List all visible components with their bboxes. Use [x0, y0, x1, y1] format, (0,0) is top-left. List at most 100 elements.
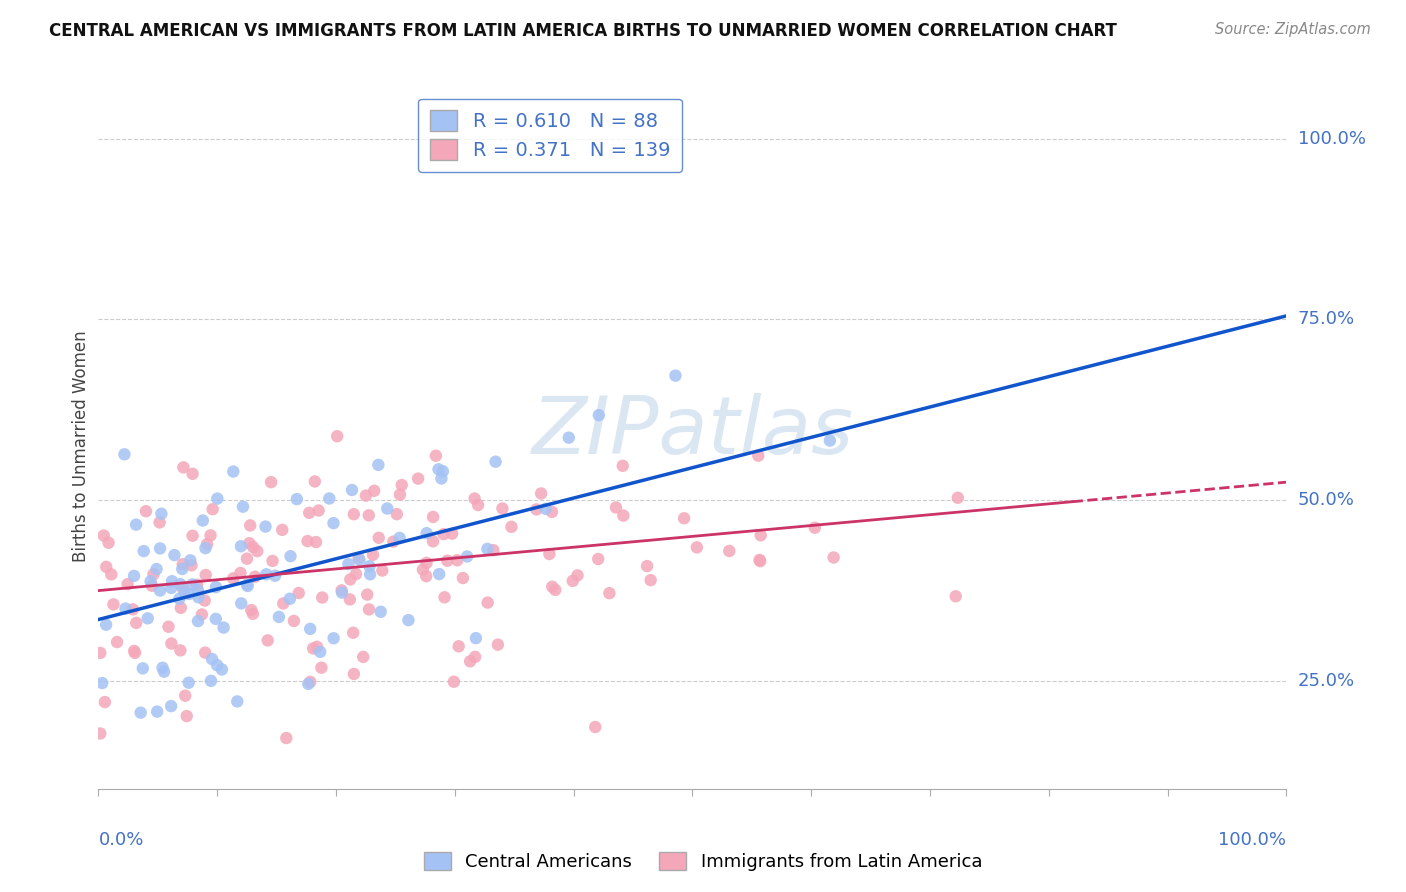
- Point: [544, 582, 567, 597]
- Point: [100, 567, 122, 582]
- Point: [422, 534, 444, 549]
- Point: [558, 431, 581, 445]
- Point: [482, 543, 505, 558]
- Point: [89, 726, 111, 740]
- Point: [169, 591, 191, 606]
- Point: [446, 553, 468, 567]
- Point: [186, 578, 208, 592]
- Point: [132, 661, 155, 675]
- Point: [187, 614, 209, 628]
- Point: [152, 661, 174, 675]
- Point: [367, 531, 389, 545]
- Point: [339, 573, 361, 587]
- Point: [142, 567, 165, 582]
- Point: [447, 640, 470, 654]
- Point: [356, 588, 378, 602]
- Point: [640, 573, 662, 587]
- Point: [357, 602, 380, 616]
- Point: [385, 507, 408, 521]
- Point: [200, 528, 222, 542]
- Point: [343, 667, 366, 681]
- Point: [141, 579, 163, 593]
- Point: [501, 520, 523, 534]
- Point: [425, 449, 447, 463]
- Point: [486, 638, 509, 652]
- Point: [396, 613, 419, 627]
- Point: [172, 581, 194, 595]
- Point: [305, 640, 328, 654]
- Point: [254, 519, 277, 533]
- Point: [122, 602, 145, 616]
- Text: 100.0%: 100.0%: [1219, 830, 1286, 848]
- Point: [204, 612, 226, 626]
- Point: [363, 483, 385, 498]
- Point: [415, 556, 437, 570]
- Point: [174, 689, 197, 703]
- Point: [276, 731, 298, 745]
- Point: [180, 558, 202, 573]
- Point: [181, 577, 204, 591]
- Point: [238, 536, 260, 550]
- Point: [122, 569, 145, 583]
- Point: [748, 553, 770, 567]
- Point: [160, 636, 183, 650]
- Point: [433, 591, 456, 605]
- Point: [160, 699, 183, 714]
- Point: [177, 587, 200, 601]
- Point: [311, 591, 333, 605]
- Point: [484, 455, 506, 469]
- Point: [304, 475, 326, 489]
- Point: [422, 510, 444, 524]
- Point: [181, 529, 204, 543]
- Point: [179, 553, 201, 567]
- Legend: R = 0.610   N = 88, R = 0.371   N = 139: R = 0.610 N = 88, R = 0.371 N = 139: [418, 98, 682, 172]
- Point: [94, 695, 117, 709]
- Point: [749, 554, 772, 568]
- Point: [170, 600, 193, 615]
- Point: [340, 483, 363, 497]
- Point: [664, 368, 686, 383]
- Point: [427, 462, 450, 476]
- Point: [299, 622, 322, 636]
- Point: [149, 583, 172, 598]
- Point: [818, 434, 841, 448]
- Point: [135, 504, 157, 518]
- Point: [458, 654, 481, 668]
- Point: [236, 579, 259, 593]
- Point: [605, 500, 627, 515]
- Point: [287, 586, 309, 600]
- Text: 0.0%: 0.0%: [98, 830, 143, 848]
- Point: [201, 502, 224, 516]
- Point: [212, 621, 235, 635]
- Point: [588, 408, 610, 422]
- Point: [240, 603, 263, 617]
- Point: [200, 673, 222, 688]
- Point: [254, 567, 277, 582]
- Point: [371, 564, 394, 578]
- Point: [299, 674, 322, 689]
- Point: [432, 464, 454, 478]
- Point: [361, 548, 384, 562]
- Point: [246, 544, 269, 558]
- Point: [172, 562, 194, 576]
- Point: [412, 563, 434, 577]
- Point: [211, 663, 233, 677]
- Point: [149, 541, 172, 556]
- Point: [467, 498, 489, 512]
- Point: [243, 570, 266, 584]
- Point: [354, 489, 377, 503]
- Point: [347, 551, 370, 566]
- Point: [297, 677, 319, 691]
- Point: [112, 447, 135, 461]
- Point: [172, 460, 194, 475]
- Point: [309, 645, 332, 659]
- Point: [430, 471, 453, 485]
- Point: [145, 562, 167, 576]
- Point: [96, 560, 118, 574]
- Point: [169, 643, 191, 657]
- Point: [187, 582, 209, 597]
- Point: [297, 534, 319, 549]
- Point: [231, 596, 253, 610]
- Text: 100.0%: 100.0%: [1298, 129, 1365, 148]
- Point: [804, 521, 827, 535]
